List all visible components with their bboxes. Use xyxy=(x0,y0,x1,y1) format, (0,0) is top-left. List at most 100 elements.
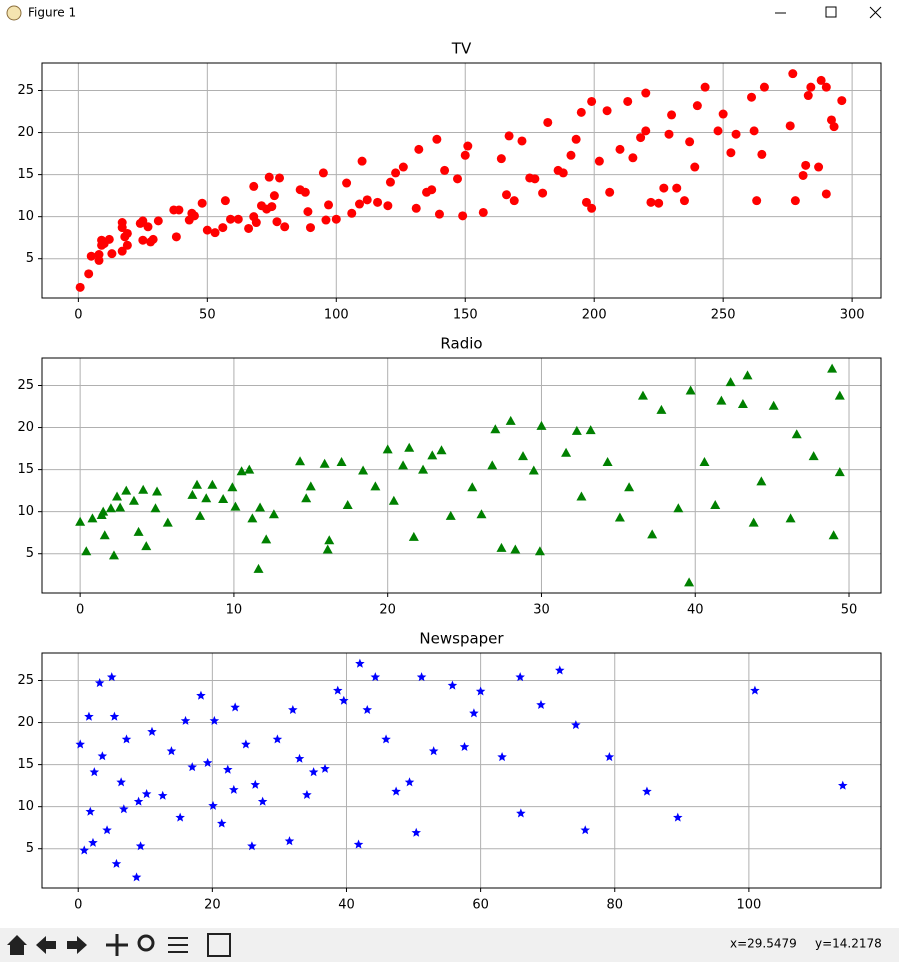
point xyxy=(515,672,525,682)
point xyxy=(637,390,648,400)
x-tick-label: 100 xyxy=(736,898,761,913)
point xyxy=(138,484,149,494)
point xyxy=(510,544,521,554)
point xyxy=(445,510,456,520)
y-tick-label: 25 xyxy=(17,83,34,98)
point xyxy=(581,197,591,207)
point xyxy=(105,503,116,513)
point xyxy=(459,741,470,751)
point xyxy=(381,734,391,744)
point xyxy=(122,228,132,238)
x-tick-label: 0 xyxy=(76,603,84,618)
point xyxy=(342,178,352,188)
point xyxy=(321,215,331,225)
point xyxy=(605,187,615,197)
point xyxy=(624,482,635,492)
point xyxy=(555,665,565,675)
point xyxy=(138,235,148,245)
point xyxy=(768,400,779,410)
point xyxy=(150,503,161,513)
pan-button[interactable] xyxy=(106,934,128,956)
y-tick-label: 10 xyxy=(17,504,34,519)
point xyxy=(453,174,463,184)
point xyxy=(267,202,277,212)
back-button[interactable] xyxy=(36,936,56,954)
point xyxy=(408,531,419,541)
point xyxy=(84,269,94,279)
point xyxy=(726,148,736,158)
point xyxy=(679,196,689,206)
point xyxy=(218,494,229,504)
point xyxy=(84,711,94,721)
point xyxy=(284,836,295,846)
point xyxy=(594,156,604,166)
y-tick-label: 5 xyxy=(26,251,34,266)
y-tick-label: 20 xyxy=(17,715,34,730)
chart-title: Newspaper xyxy=(419,630,504,648)
point xyxy=(838,780,848,790)
point xyxy=(300,187,310,197)
status-y: y=14.2178 xyxy=(815,937,882,951)
point xyxy=(798,170,808,180)
point xyxy=(692,101,702,111)
point xyxy=(247,841,257,851)
point xyxy=(828,530,839,540)
point xyxy=(171,232,181,242)
maximize-button[interactable] xyxy=(825,6,837,18)
point xyxy=(210,228,220,238)
point xyxy=(272,734,283,744)
point xyxy=(268,509,279,519)
point xyxy=(342,499,353,509)
point xyxy=(757,149,767,159)
point xyxy=(478,207,488,217)
point xyxy=(141,541,152,551)
point xyxy=(699,457,710,467)
point xyxy=(175,812,185,822)
forward-button[interactable] xyxy=(67,936,87,954)
point xyxy=(434,209,444,219)
point xyxy=(801,160,811,170)
point xyxy=(227,482,238,492)
point xyxy=(85,806,96,816)
point xyxy=(536,699,546,709)
point xyxy=(414,144,424,154)
plot-frame xyxy=(41,652,882,889)
point xyxy=(659,183,669,193)
zoom-button[interactable] xyxy=(137,934,155,952)
point xyxy=(685,137,695,147)
plot-frame xyxy=(41,357,882,594)
point xyxy=(383,201,393,211)
point xyxy=(153,216,163,226)
point xyxy=(187,489,198,499)
point xyxy=(116,777,126,787)
close-button[interactable] xyxy=(869,6,882,19)
point xyxy=(749,126,759,136)
configure-button[interactable] xyxy=(168,937,188,953)
point xyxy=(104,234,114,244)
point xyxy=(106,672,117,682)
point xyxy=(355,658,365,668)
status-x: x=29.5479 xyxy=(730,937,797,951)
point xyxy=(295,456,306,466)
point xyxy=(737,399,748,409)
point xyxy=(504,131,514,141)
point xyxy=(362,704,373,714)
point xyxy=(684,577,695,587)
home-button[interactable] xyxy=(7,935,27,955)
point xyxy=(667,110,677,120)
x-tick-label: 80 xyxy=(606,898,623,913)
point xyxy=(288,704,298,714)
point xyxy=(436,445,447,455)
save-button[interactable] xyxy=(207,933,231,957)
point xyxy=(700,82,710,92)
point xyxy=(587,203,597,213)
point xyxy=(272,217,282,227)
point xyxy=(148,234,158,244)
x-tick-label: 50 xyxy=(841,603,858,618)
point xyxy=(196,690,206,700)
point xyxy=(133,526,144,536)
point xyxy=(808,451,819,461)
point xyxy=(244,464,255,474)
point xyxy=(87,513,98,523)
point xyxy=(117,246,127,256)
